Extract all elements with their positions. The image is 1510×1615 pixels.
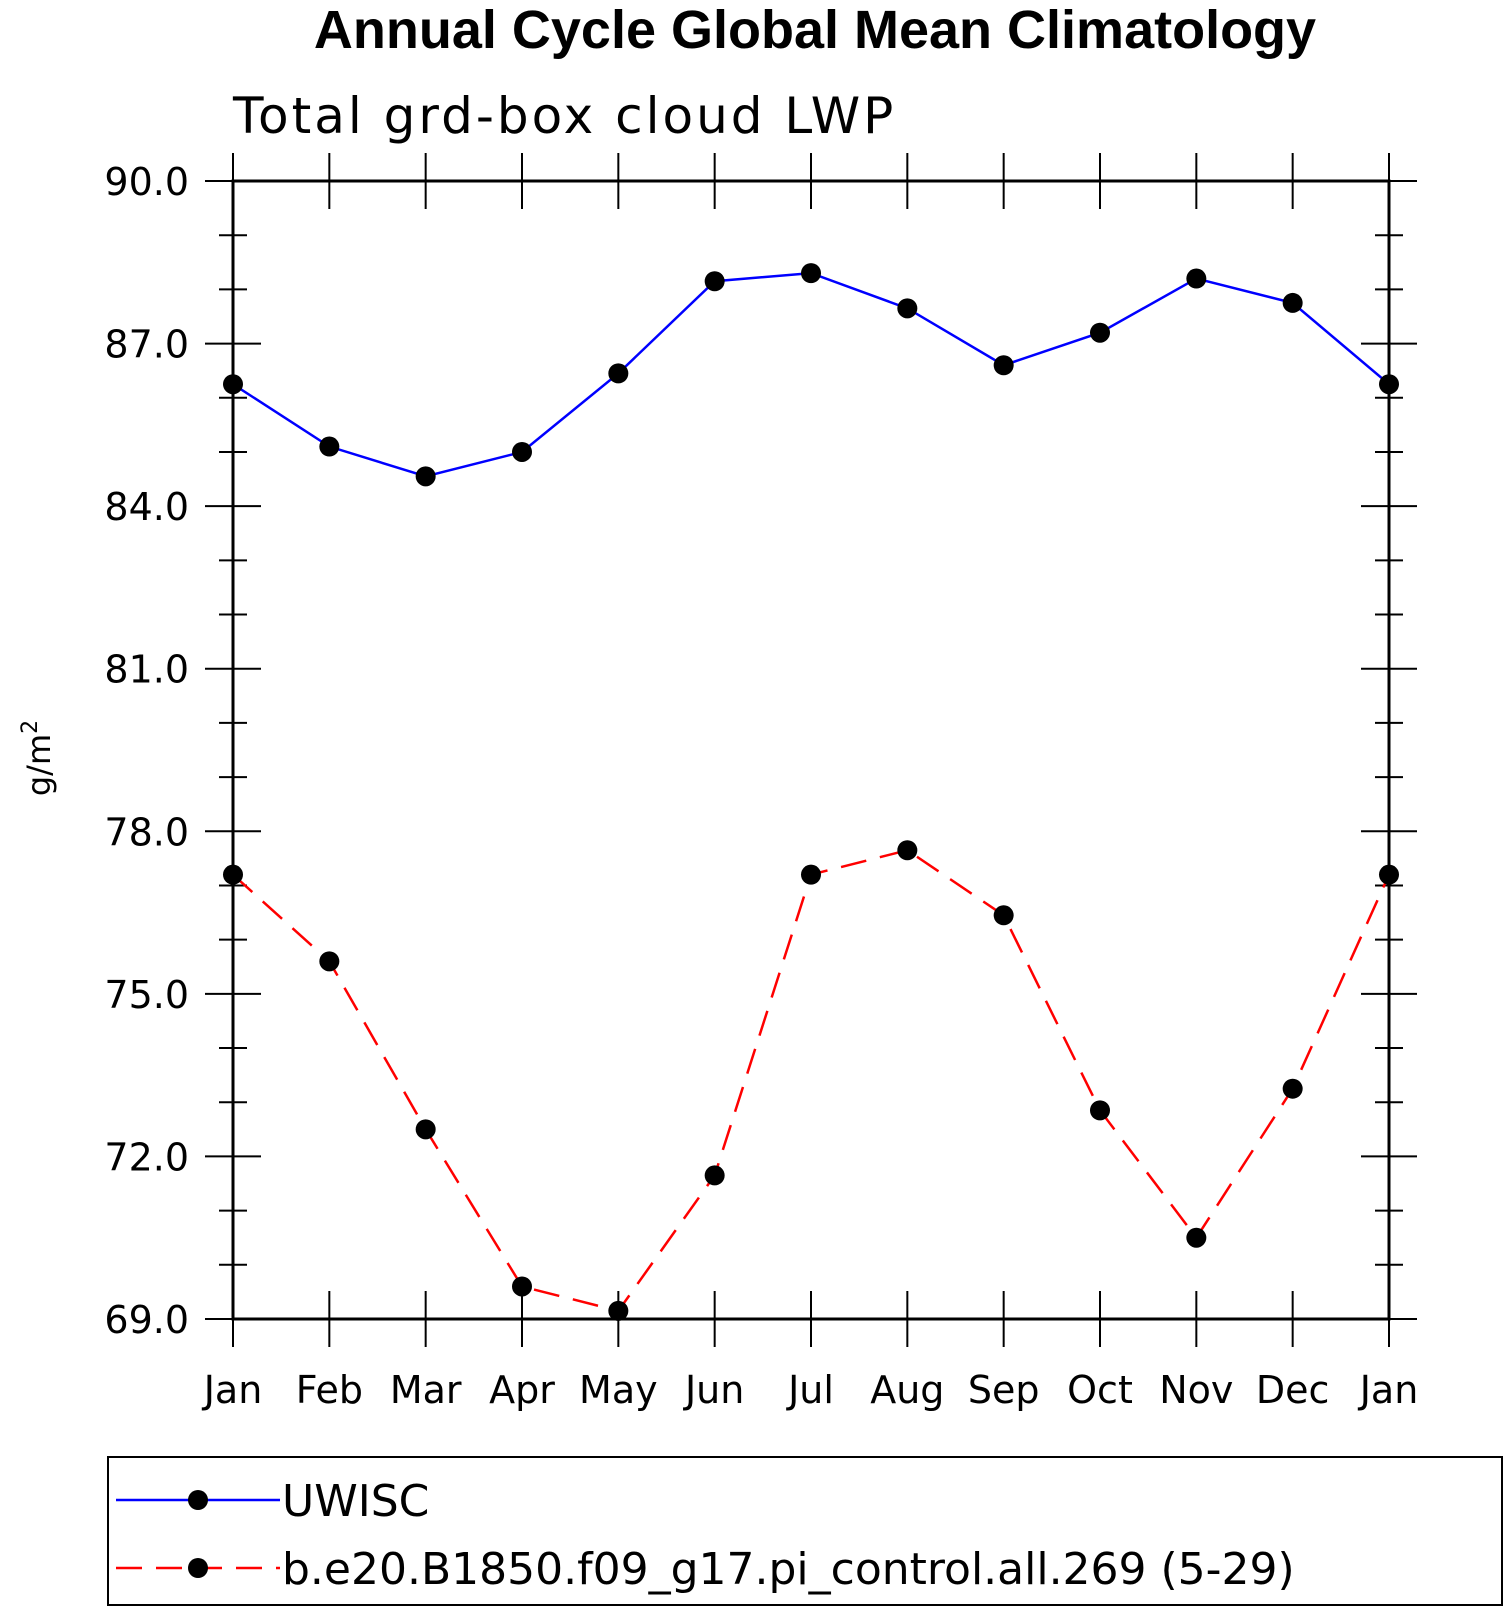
data-point [1379, 864, 1399, 885]
x-tick-label: Nov [1159, 1368, 1233, 1412]
data-point [512, 441, 532, 462]
y-axis-label-unit: g/m [20, 734, 58, 796]
data-point [319, 951, 340, 972]
y-tick-label: 72.0 [104, 1135, 189, 1179]
legend-label: UWISC [282, 1476, 429, 1527]
y-tick-label: 78.0 [104, 810, 189, 854]
data-point [801, 263, 821, 284]
data-point [993, 355, 1014, 376]
data-point [1090, 322, 1110, 343]
series-2 [223, 840, 1399, 1321]
y-tick-label: 84.0 [104, 485, 189, 529]
data-point [223, 374, 243, 395]
y-tick-label: 90.0 [104, 160, 189, 204]
legend-marker [188, 1490, 208, 1510]
data-point [1282, 292, 1303, 313]
y-axis-label: g/m2 [18, 720, 58, 796]
x-tick-label: Aug [870, 1368, 944, 1412]
x-tick-label: Jan [202, 1368, 263, 1412]
chart-title: Annual Cycle Global Mean Climatology [314, 0, 1316, 60]
data-point [1090, 1100, 1110, 1121]
legend-marker [188, 1558, 208, 1578]
y-tick-label: 81.0 [104, 648, 189, 692]
x-tick-label: Feb [296, 1368, 363, 1412]
x-tick-label: Mar [390, 1368, 462, 1412]
series-line [232, 848, 1391, 1313]
legend: UWISC b.e20.B1850.f09_g17.pi_control.all.… [116, 1476, 1295, 1595]
data-point [897, 840, 918, 861]
data-point [415, 466, 436, 487]
series-layer [223, 263, 1399, 1321]
data-point [897, 298, 918, 319]
data-point [608, 1300, 629, 1321]
data-point [512, 1276, 532, 1297]
data-point [1282, 1078, 1303, 1099]
axes: 90.0 87.0 84.0 81.0 78.0 75.0 72.0 69.0 Jan Feb Ma… [104, 153, 1418, 1412]
chart-subtitle: Total grd-box cloud LWP [232, 87, 896, 145]
y-axis-label-exponent: 2 [18, 720, 43, 734]
data-point [1186, 268, 1207, 289]
x-tick-label: Jul [786, 1368, 834, 1412]
y-tick-label: 69.0 [104, 1298, 189, 1342]
x-tick-label: Jan [1358, 1368, 1419, 1412]
x-tick-label: May [579, 1368, 658, 1412]
data-point [801, 864, 821, 885]
data-point [1186, 1227, 1207, 1248]
y-tick-label: 87.0 [104, 323, 189, 367]
x-tick-label: Jun [683, 1368, 744, 1412]
x-tick-label: Dec [1256, 1368, 1330, 1412]
x-tick-label: Apr [489, 1368, 555, 1412]
data-point [993, 905, 1014, 926]
x-tick-label: Oct [1067, 1368, 1133, 1412]
data-point [319, 436, 340, 457]
legend-box [107, 1456, 1503, 1606]
data-point [704, 1165, 725, 1186]
x-tick-label: Sep [968, 1368, 1040, 1412]
y-tick-label: 75.0 [104, 973, 189, 1017]
data-point [1379, 374, 1399, 395]
legend-label: b.e20.B1850.f09_g17.pi_control.all.269 (… [282, 1544, 1295, 1595]
series-line [232, 271, 1390, 478]
data-point [608, 363, 629, 384]
data-point [223, 864, 243, 885]
data-point [415, 1119, 436, 1140]
series-1 [223, 263, 1399, 487]
plot-frame [231, 179, 1391, 1321]
data-point [704, 271, 725, 292]
